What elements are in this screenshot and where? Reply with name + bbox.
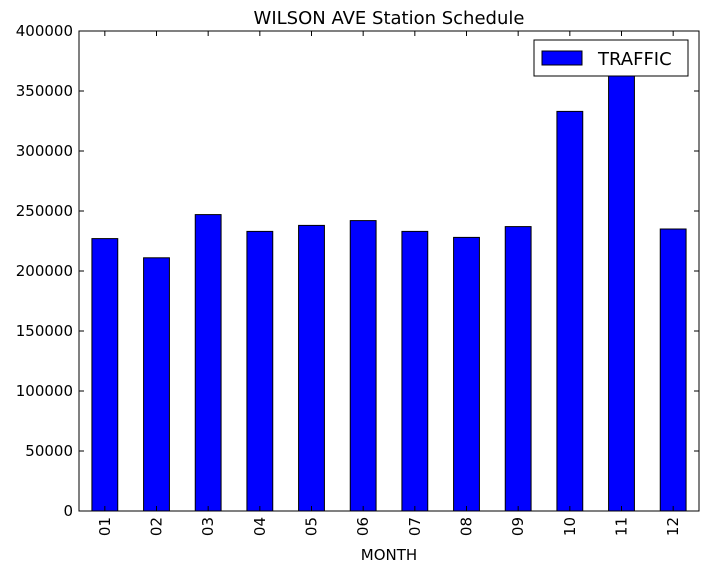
bar-03 [194,214,222,512]
bar-01 [91,238,119,512]
x-tick-label-02: 02 [148,517,166,536]
x-tick-label-07: 07 [406,517,424,536]
y-tick-label: 100000 [16,382,73,400]
x-tick-label-12: 12 [664,517,682,536]
x-tick-label-03: 03 [199,517,217,536]
bar-12 [659,228,687,512]
bar-07 [401,230,429,512]
y-tick-label: 350000 [16,82,73,100]
bar-11 [608,74,635,512]
y-tick-label: 150000 [16,322,73,340]
bar-09 [504,226,532,512]
plot-frame [78,30,700,512]
y-tick-label: 50000 [25,442,73,460]
y-tick-label: 0 [63,502,73,520]
bar-10 [556,110,584,512]
y-axis: 0 50000 100000 150000 200000 250000 300000 3500… [16,22,699,520]
legend: TRAFFIC [533,39,689,77]
legend-label-traffic: TRAFFIC [597,49,672,70]
bar-08 [453,236,480,512]
x-tick-label-04: 04 [251,517,269,536]
x-tick-label-08: 08 [458,517,476,536]
legend-swatch [541,50,583,66]
x-tick-label-09: 09 [509,517,527,536]
x-axis: 01 02 03 04 05 06 07 08 09 10 11 12 [96,31,682,536]
x-tick-label-06: 06 [354,517,372,536]
x-tick-label-01: 01 [96,517,114,536]
y-tick-label: 200000 [16,262,73,280]
bars [91,74,687,512]
x-tick-label-11: 11 [613,517,631,536]
bar-02 [143,257,170,512]
x-axis-label: MONTH [361,546,417,564]
x-tick-label-05: 05 [303,517,321,536]
y-tick-label: 400000 [16,22,73,40]
plot-area [78,30,700,512]
x-tick-label-10: 10 [561,517,579,536]
chart-title: WILSON AVE Station Schedule [254,8,525,29]
bar-06 [349,220,377,512]
bar-05 [298,224,325,512]
y-tick-label: 300000 [16,142,73,160]
y-tick-label: 250000 [16,202,73,220]
bar-04 [246,230,274,512]
